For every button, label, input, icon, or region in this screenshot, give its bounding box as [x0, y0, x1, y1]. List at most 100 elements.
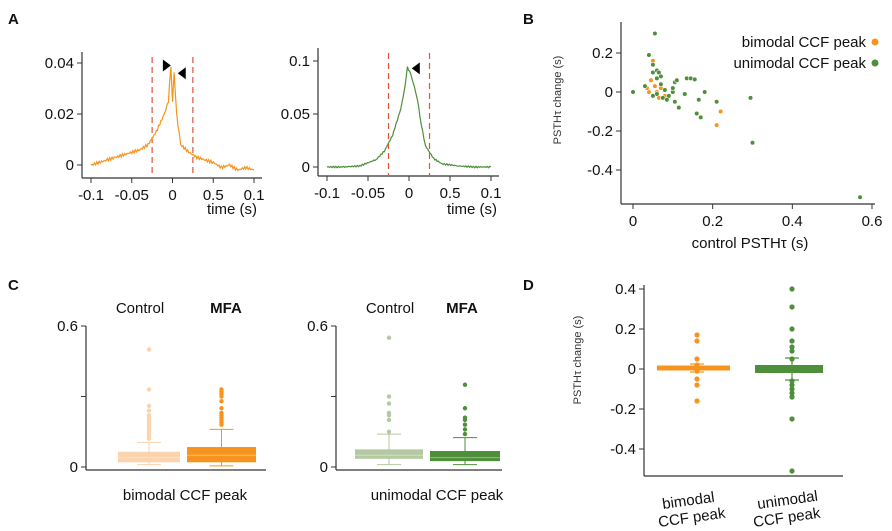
box-bimodal-outlier: [146, 347, 152, 352]
psth-right-y-tick-label: 0: [302, 159, 310, 176]
scatter-point-green: [696, 97, 702, 103]
peak-marker-right: [162, 59, 171, 72]
psth-right-x-tick-label: 0: [405, 185, 413, 202]
scatter-y-tick-label: 0.2: [592, 45, 613, 62]
box-unimodal-outlier: [462, 415, 468, 420]
scatter-point-green: [857, 194, 863, 200]
legend-marker-orange: [871, 38, 879, 46]
box-unimodal-group-label: MFA: [446, 300, 478, 317]
psth-left-y-tick-label: 0.02: [45, 106, 74, 123]
psth-left-x-tick-label: 0: [168, 187, 176, 204]
strip-unimodal-point: [789, 304, 795, 310]
box-unimodal-box: [355, 449, 423, 459]
legend-marker-green: [871, 59, 879, 67]
strip-bimodal-point: [694, 382, 700, 388]
psth-right-x-tick-label: -0.1: [314, 185, 340, 202]
strip-unimodal-point: [789, 394, 795, 400]
strip-unimodal-point: [789, 386, 795, 392]
strip-y-tick-label: -0.2: [610, 401, 636, 418]
psth-left-y-tick-label: 0.04: [45, 55, 74, 72]
box-unimodal-outlier: [462, 431, 468, 437]
scatter-point-green: [702, 89, 708, 95]
legend-label-green: unimodal CCF peak: [733, 55, 866, 72]
strip-y-tick-label: 0.2: [615, 321, 636, 338]
scatter-point-green: [650, 62, 656, 68]
psth-right-y-tick-label: 0.1: [289, 53, 310, 70]
scatter-point-green: [630, 89, 636, 95]
scatter-point-green: [658, 81, 664, 87]
panel-label-d: D: [523, 277, 534, 294]
box-bimodal-outlier: [219, 387, 224, 392]
scatter-x-tick-label: 0.4: [782, 213, 803, 230]
strip-unimodal-point: [789, 338, 795, 344]
psth-left-x-tick-label: 0.5: [203, 187, 224, 204]
scatter-point-green: [714, 99, 720, 105]
strip-y-label: PSTHτ change (s): [572, 316, 584, 405]
strip-unimodal-point: [789, 378, 795, 384]
box-bimodal-outlier: [146, 413, 152, 418]
box-unimodal-outlier: [462, 382, 468, 387]
strip-bimodal-point: [694, 376, 700, 382]
box-unimodal-outlier: [386, 394, 392, 399]
strip-y-tick-label: 0: [628, 361, 636, 378]
scatter-point-green: [662, 87, 668, 93]
scatter-point-green: [674, 77, 680, 83]
strip-bimodal-point: [694, 338, 700, 344]
scatter-point-green: [646, 52, 652, 58]
box-bimodal-y-tick-label: 0: [70, 459, 78, 476]
box-unimodal-outlier: [462, 406, 468, 411]
psth-right-y-tick-label: 0.05: [281, 106, 310, 123]
strip-bimodal-point: [694, 356, 700, 362]
box-bimodal-outlier: [146, 403, 152, 409]
strip-y-tick-label: -0.4: [610, 441, 636, 458]
scatter-point-green: [747, 95, 754, 101]
scatter-y-tick-label: -0.2: [587, 123, 613, 140]
psth-left-y-tick-label: 0: [66, 157, 74, 174]
box-bimodal-outlier: [219, 410, 224, 416]
scatter-y-tick-label: 0: [605, 84, 613, 101]
strip-unimodal-point: [789, 348, 795, 354]
box-bimodal-group-label: MFA: [210, 300, 242, 317]
scatter-point-orange: [718, 108, 724, 115]
box-bimodal-outlier: [219, 399, 224, 404]
scatter-point-orange: [648, 77, 654, 83]
box-unimodal-outlier: [386, 417, 392, 423]
legend-label-orange: bimodal CCF peak: [742, 34, 867, 51]
box-unimodal-y-tick-label: 0: [320, 459, 328, 476]
psth-right-trace: [326, 66, 492, 169]
scatter-point-green: [676, 104, 682, 111]
strip-unimodal-point: [789, 468, 795, 474]
scatter-point-green: [698, 114, 704, 120]
scatter-point-green: [650, 93, 656, 99]
box-unimodal-outlier: [462, 422, 468, 427]
strip-unimodal-point: [789, 326, 795, 332]
scatter-point-green: [672, 99, 678, 105]
scatter-point-green: [692, 76, 698, 82]
box-bimodal-outlier: [146, 387, 152, 392]
box-unimodal-outlier: [386, 410, 392, 416]
box-bimodal-box: [187, 447, 256, 463]
box-unimodal-x-label: unimodal CCF peak: [371, 487, 504, 504]
strip-unimodal-mean-bar: [755, 365, 823, 373]
scatter-point-orange: [714, 122, 720, 128]
box-bimodal-y-tick-label: 0.6: [57, 318, 78, 335]
box-bimodal-box: [118, 451, 180, 463]
panel-label-c: C: [8, 277, 19, 294]
strip-bimodal-mean-bar: [657, 365, 730, 371]
psth-right-x-tick-label: -0.05: [351, 185, 385, 202]
strip-bimodal-point: [694, 362, 700, 368]
panel-label-b: B: [523, 11, 534, 28]
box-unimodal-outlier: [386, 429, 392, 434]
scatter-point-green: [642, 83, 648, 89]
strip-unimodal-point: [789, 286, 795, 292]
scatter-point-green: [652, 30, 658, 37]
scatter-x-tick-label: 0.2: [702, 213, 723, 230]
scatter-point-orange: [652, 83, 658, 89]
scatter-point-green: [670, 85, 676, 91]
strip-bimodal-point: [694, 368, 700, 374]
scatter-y-label: PSTHτ change (s): [552, 56, 564, 145]
psth-right-x-label: time (s): [447, 201, 497, 218]
psth-right-x-tick-label: 0.5: [440, 185, 461, 202]
box-bimodal-x-label: bimodal CCF peak: [123, 487, 248, 504]
